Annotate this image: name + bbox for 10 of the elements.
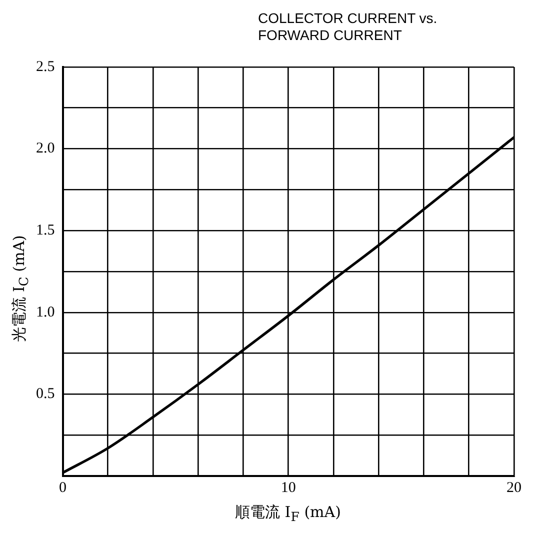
y-tick-label: 1.5 bbox=[36, 222, 55, 239]
x-tick-label: 10 bbox=[280, 480, 296, 496]
x-axis-title: 順電流 I$_{F}$ (mA) bbox=[234, 503, 342, 524]
x-tick-label: 20 bbox=[506, 480, 522, 496]
chart-title: COLLECTOR CURRENT vs. FORWARD CURRENT bbox=[258, 10, 438, 44]
y-tick-label: 2.5 bbox=[36, 58, 55, 75]
y-tick-label: 2.0 bbox=[36, 140, 55, 157]
y-tick-label: 0.5 bbox=[36, 386, 55, 402]
y-tick-label: 1.0 bbox=[36, 304, 55, 320]
x-tick-label: 0 bbox=[59, 480, 66, 496]
